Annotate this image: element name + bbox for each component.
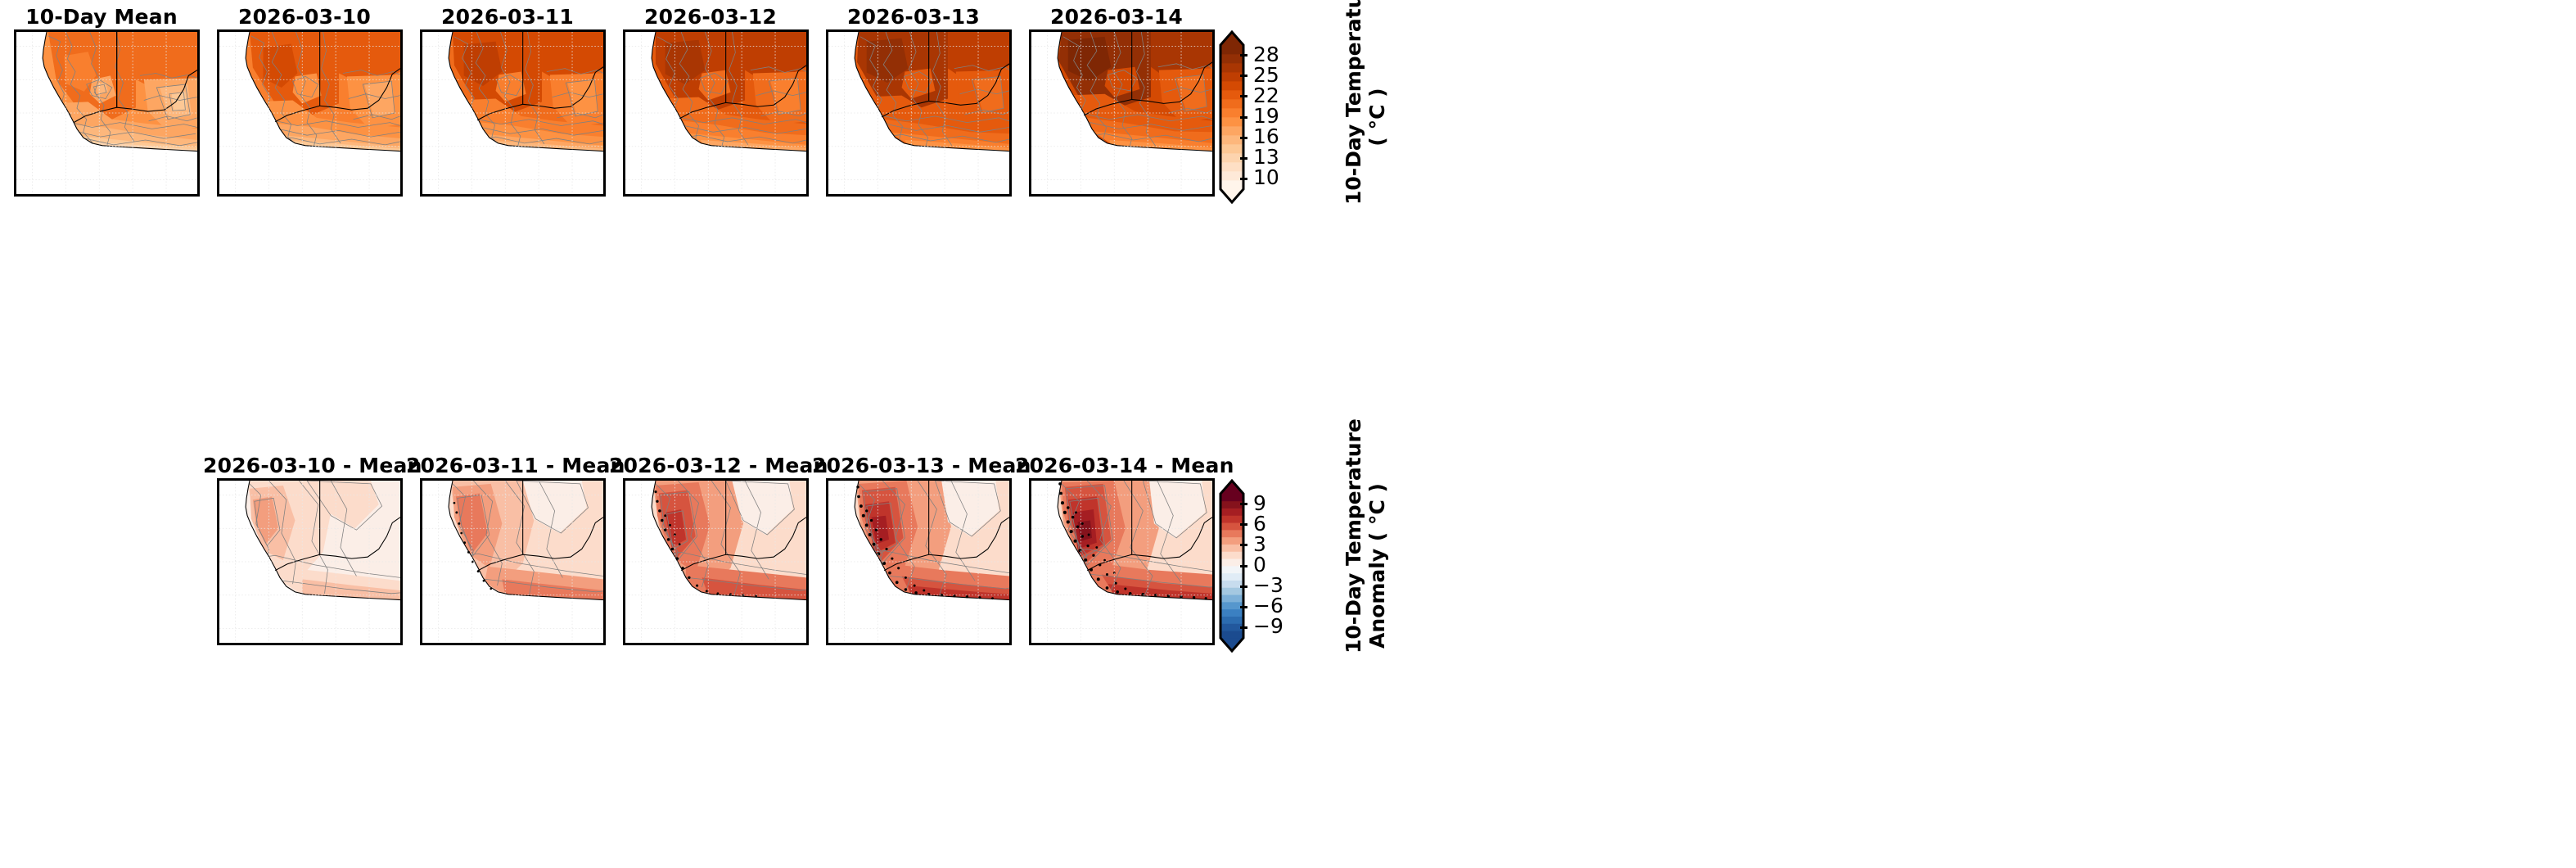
map-bottom-5[interactable] bbox=[1029, 478, 1215, 645]
colorbar-tick-mark bbox=[1240, 605, 1247, 608]
colorbar-tick-label: 25 bbox=[1253, 62, 1279, 87]
colorbar-tick-label: −9 bbox=[1253, 614, 1283, 639]
colorbar-anomaly-label: 10-Day Temperature Anomaly ( °C ) bbox=[1342, 418, 1389, 653]
panel-top-5: 2026-03-13 bbox=[812, 0, 1015, 205]
colorbar-tick-label: 16 bbox=[1253, 124, 1279, 149]
panel-title: 2026-03-12 - Mean bbox=[609, 454, 828, 477]
panel-title: 2026-03-14 - Mean bbox=[1015, 454, 1234, 477]
panel-title: 2026-03-11 bbox=[441, 5, 574, 29]
colorbar-tick-mark bbox=[1240, 503, 1247, 506]
colorbar-anomaly-gradient bbox=[1219, 478, 1245, 653]
colorbar-tick-label: 6 bbox=[1253, 511, 1266, 536]
map-top-4[interactable] bbox=[623, 29, 809, 197]
colorbar-tick-mark bbox=[1240, 523, 1247, 527]
panel-title: 2026-03-10 - Mean bbox=[203, 454, 422, 477]
map-top-1[interactable] bbox=[14, 29, 200, 197]
panel-bottom-2: 2026-03-11 - Mean bbox=[406, 449, 625, 653]
panel-title: 10-Day Mean bbox=[25, 5, 178, 29]
panel-bottom-3: 2026-03-12 - Mean bbox=[609, 449, 828, 653]
colorbar-tick-label: 13 bbox=[1253, 145, 1279, 170]
colorbar-temperature[interactable]: 10 13 16 19 22 25 28 10-Day Temperature( °C ) bbox=[1218, 0, 1389, 205]
panel-title: 2026-03-13 - Mean bbox=[812, 454, 1031, 477]
panel-title: 2026-03-13 bbox=[847, 5, 980, 29]
colorbar-tick-mark bbox=[1240, 115, 1247, 119]
colorbar-tick-mark bbox=[1240, 564, 1247, 567]
colorbar-tick-mark bbox=[1240, 95, 1247, 98]
map-top-3[interactable] bbox=[420, 29, 606, 197]
panel-top-2: 2026-03-10 bbox=[203, 0, 406, 205]
stipple-dots bbox=[856, 486, 995, 600]
colorbar-tick-mark bbox=[1240, 626, 1247, 629]
panel-title: 2026-03-14 bbox=[1050, 5, 1183, 29]
colorbar-tick-label: −6 bbox=[1253, 594, 1283, 618]
colorbar-temperature-gradient bbox=[1219, 29, 1245, 205]
colorbar-tick-label: 22 bbox=[1253, 83, 1279, 107]
colorbar-tick-mark bbox=[1240, 156, 1247, 160]
map-bottom-3[interactable] bbox=[623, 478, 809, 645]
colorbar-tick-mark bbox=[1240, 544, 1247, 547]
map-top-5[interactable] bbox=[826, 29, 1012, 197]
panel-bottom-4: 2026-03-13 - Mean bbox=[812, 449, 1031, 653]
stipple-dots bbox=[654, 491, 758, 598]
colorbar-tick-mark bbox=[1240, 54, 1247, 57]
colorbar-tick-mark bbox=[1240, 585, 1247, 588]
colorbar-tick-label: 0 bbox=[1253, 553, 1266, 576]
colorbar-tick-mark bbox=[1240, 136, 1247, 139]
colorbar-tick-label: 9 bbox=[1253, 491, 1266, 515]
colorbar-anomaly[interactable]: −9 −6 −3 0 3 6 9 10-Day Temperature Anomaly ( °… bbox=[1218, 418, 1389, 653]
panel-bottom-1: 2026-03-10 - Mean bbox=[203, 449, 422, 653]
colorbar-tick-mark bbox=[1240, 177, 1247, 180]
panel-title: 2026-03-11 - Mean bbox=[406, 454, 625, 477]
map-top-6[interactable] bbox=[1029, 29, 1215, 197]
map-top-2[interactable] bbox=[217, 29, 403, 197]
panel-top-3: 2026-03-11 bbox=[406, 0, 609, 205]
panel-top-1: 10-Day Mean bbox=[0, 0, 203, 205]
panel-bottom-5: 2026-03-14 - Mean bbox=[1015, 449, 1234, 653]
panel-title: 2026-03-10 bbox=[238, 5, 371, 29]
colorbar-tick-label: 10 bbox=[1253, 165, 1279, 190]
colorbar-tick-label: 3 bbox=[1253, 531, 1266, 556]
colorbar-tick-label: 19 bbox=[1253, 104, 1279, 128]
colorbar-tick-label: 28 bbox=[1253, 42, 1279, 66]
map-bottom-4[interactable] bbox=[826, 478, 1012, 645]
panel-top-4: 2026-03-12 bbox=[609, 0, 812, 205]
map-bottom-2[interactable] bbox=[420, 478, 606, 645]
colorbar-tick-label: −3 bbox=[1253, 573, 1283, 598]
panel-title: 2026-03-12 bbox=[644, 5, 777, 29]
colorbar-tick-mark bbox=[1240, 75, 1247, 78]
panel-top-6: 2026-03-14 bbox=[1015, 0, 1218, 205]
map-bottom-1[interactable] bbox=[217, 478, 403, 645]
colorbar-temperature-label: 10-Day Temperature( °C ) bbox=[1342, 0, 1389, 205]
stipple-dots bbox=[1058, 482, 1207, 600]
